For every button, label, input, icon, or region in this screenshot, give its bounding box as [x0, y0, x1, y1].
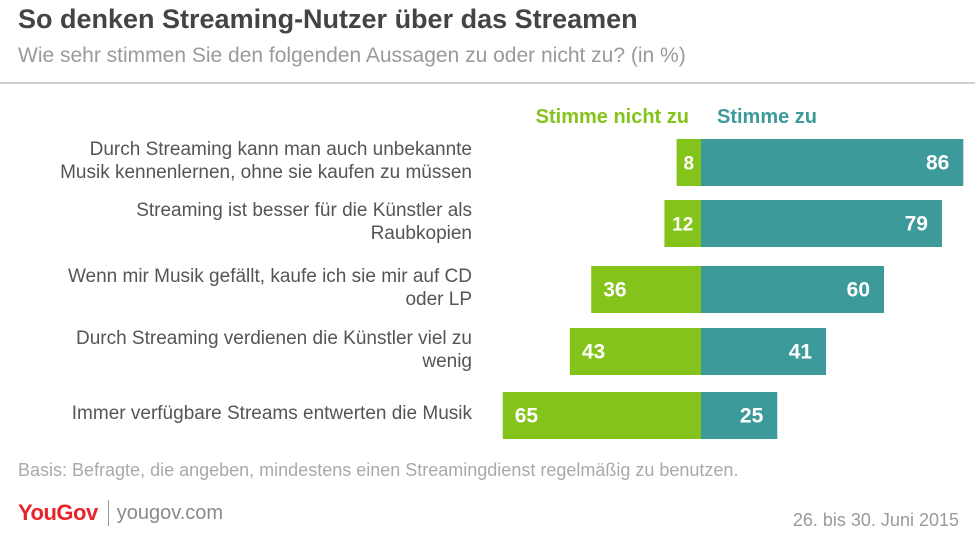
value-label-stimme-nicht-zu: 43 — [582, 341, 605, 364]
category-label: Immer verfügbare Streams entwerten die M… — [0, 402, 472, 425]
category-label-line: oder LP — [405, 288, 472, 310]
yougov-logo: YouGov — [18, 500, 98, 525]
category-label-line: Durch Streaming kann man auch unbekannte — [89, 138, 472, 160]
bar-stimme-zu — [701, 200, 942, 247]
value-label-stimme-zu: 41 — [789, 341, 813, 364]
value-label-stimme-zu: 25 — [740, 405, 764, 428]
category-label: Durch Streaming kann man auch unbekannte… — [0, 138, 472, 184]
bar-stimme-zu — [701, 392, 778, 439]
logo-divider — [107, 500, 109, 526]
chart-title: So denken Streaming-Nutzer über das Stre… — [18, 4, 638, 34]
value-label-stimme-nicht-zu: 36 — [603, 279, 626, 302]
bar-stimme-nicht-zu — [591, 266, 701, 313]
header-divider — [0, 82, 975, 84]
category-label-line: wenig — [422, 350, 472, 372]
bar-stimme-zu — [701, 328, 827, 375]
legend-stimme-nicht-zu: Stimme nicht zu — [536, 106, 689, 128]
category-label-line: Wenn mir Musik gefällt, kaufe ich sie mi… — [67, 265, 472, 287]
bar-stimme-nicht-zu — [664, 200, 701, 247]
brand-logo: YouGov yougov.com — [18, 500, 223, 526]
value-label-stimme-nicht-zu: 12 — [672, 215, 693, 236]
brand-url: yougov.com — [116, 501, 224, 524]
value-label-stimme-nicht-zu: 8 — [684, 154, 695, 175]
value-label-stimme-zu: 60 — [847, 279, 870, 302]
legend-stimme-zu: Stimme zu — [717, 106, 817, 128]
value-label-stimme-nicht-zu: 65 — [515, 405, 539, 428]
category-label-line: Raubkopien — [370, 222, 472, 244]
category-label-line: Durch Streaming verdienen die Künstler v… — [75, 327, 472, 349]
bar-stimme-zu — [701, 139, 964, 186]
bar-stimme-nicht-zu — [676, 139, 701, 186]
category-label: Wenn mir Musik gefällt, kaufe ich sie mi… — [0, 265, 472, 311]
bar-stimme-nicht-zu — [569, 328, 701, 375]
category-label: Durch Streaming verdienen die Künstler v… — [0, 327, 472, 373]
basis-note: Basis: Befragte, die angeben, mindestens… — [18, 460, 739, 480]
value-label-stimme-zu: 79 — [905, 213, 928, 236]
survey-date: 26. bis 30. Juni 2015 — [792, 510, 959, 530]
value-label-stimme-zu: 86 — [926, 152, 949, 175]
diverging-bar-chart: Stimme nicht zu Stimme zu 8 86 12 79 36 60 43 41 6… — [502, 106, 964, 439]
category-label-line: Streaming ist besser für die Künstler al… — [136, 199, 472, 221]
bar-stimme-zu — [701, 266, 884, 313]
bar-stimme-nicht-zu — [502, 392, 701, 439]
category-label-line: Musik kennenlernen, ohne sie kaufen zu m… — [60, 161, 472, 183]
chart-subtitle: Wie sehr stimmen Sie den folgenden Aussa… — [18, 44, 686, 67]
category-label: Streaming ist besser für die Künstler al… — [0, 199, 472, 245]
category-label-line: Immer verfügbare Streams entwerten die M… — [71, 403, 472, 424]
